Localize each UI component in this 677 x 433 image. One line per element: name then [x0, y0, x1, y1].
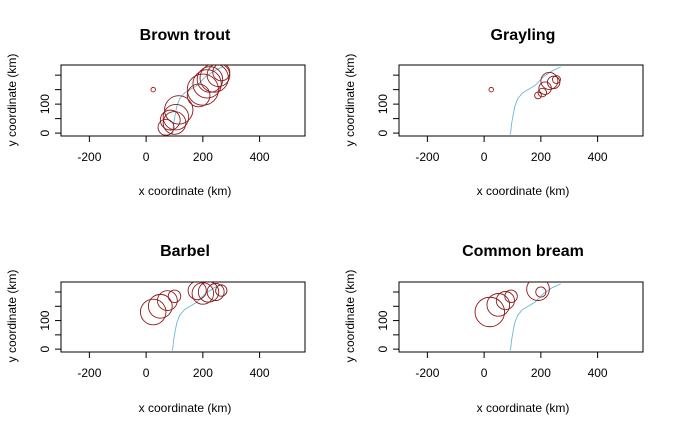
- data-point: [526, 282, 550, 301]
- plot-area: [150, 65, 231, 136]
- data-point: [159, 109, 181, 131]
- y-axis-label: y coordinate (km): [343, 270, 357, 363]
- x-axis-label: x coordinate (km): [477, 401, 570, 415]
- panel-title: Brown trout: [140, 27, 231, 44]
- data-point: [157, 118, 175, 136]
- data-point: [139, 298, 167, 326]
- panel-title: Barbel: [160, 243, 210, 260]
- river-line: [171, 283, 223, 351]
- data-point: [167, 289, 182, 303]
- data-point: [206, 65, 231, 87]
- x-tick-label: 200: [531, 366, 551, 380]
- river-line: [509, 66, 561, 135]
- data-point: [504, 289, 518, 303]
- x-tick-label: 0: [143, 150, 150, 164]
- x-tick-label: -200: [77, 366, 101, 380]
- plot-area: [474, 282, 561, 351]
- x-tick-label: 200: [531, 150, 551, 164]
- x-tick-label: -200: [415, 150, 439, 164]
- y-tick-label: 0: [38, 345, 52, 352]
- y-tick-label: 0: [376, 129, 390, 136]
- x-tick-label: 0: [143, 366, 150, 380]
- data-point: [206, 283, 225, 301]
- data-point: [212, 65, 231, 82]
- plot-area: [488, 66, 561, 135]
- data-point: [215, 284, 228, 297]
- data-point: [537, 87, 547, 98]
- x-tick-label: 200: [193, 366, 213, 380]
- data-point: [186, 73, 219, 106]
- data-point: [535, 286, 547, 298]
- data-point: [157, 290, 178, 311]
- x-tick-label: 400: [588, 366, 608, 380]
- x-tick-label: 200: [193, 150, 213, 164]
- x-tick-label: 0: [481, 366, 488, 380]
- data-point: [147, 293, 173, 319]
- y-axis-label: y coordinate (km): [5, 270, 19, 363]
- x-tick-label: -200: [77, 150, 101, 164]
- x-tick-label: 400: [250, 366, 270, 380]
- data-point: [164, 95, 194, 125]
- data-point: [552, 75, 561, 84]
- data-point: [186, 83, 211, 108]
- y-tick-label: 100: [38, 94, 52, 114]
- data-point: [150, 86, 156, 93]
- data-point: [187, 282, 207, 301]
- x-axis-label: x coordinate (km): [139, 184, 232, 198]
- panel-common-bream: Common bream x coordinate (km) y coordin…: [343, 243, 644, 415]
- x-tick-label: 400: [250, 150, 270, 164]
- data-point: [488, 86, 494, 93]
- y-tick-label: 0: [38, 129, 52, 136]
- x-tick-label: 0: [481, 150, 488, 164]
- data-point: [495, 291, 515, 311]
- data-point: [192, 69, 222, 99]
- plot-frame: [398, 64, 644, 137]
- x-tick-label: 400: [588, 150, 608, 164]
- x-axis-label: x coordinate (km): [477, 184, 570, 198]
- river-line: [509, 283, 561, 351]
- y-tick-label: 100: [376, 310, 390, 330]
- y-tick-label: 0: [376, 345, 390, 352]
- panel-title: Common bream: [462, 243, 584, 260]
- plot-area: [139, 282, 228, 351]
- panel-brown-trout: Brown trout x coordinate (km) y coordina…: [5, 27, 306, 198]
- panel-barbel: Barbel x coordinate (km) y coordinate (k…: [5, 243, 306, 415]
- x-axis-label: x coordinate (km): [139, 401, 232, 415]
- data-point: [199, 65, 229, 93]
- plot-frame: [60, 64, 306, 137]
- plot-frame: [60, 281, 306, 353]
- data-point: [162, 111, 187, 135]
- y-axis-label: y coordinate (km): [343, 54, 357, 147]
- data-point: [196, 66, 224, 93]
- x-tick-label: -200: [415, 366, 439, 380]
- data-point: [540, 71, 559, 90]
- data-point: [162, 103, 190, 131]
- y-tick-label: 100: [376, 94, 390, 114]
- y-tick-label: 100: [38, 310, 52, 330]
- data-point: [191, 282, 215, 305]
- panel-grayling: Grayling x coordinate (km) y coordinate …: [343, 27, 644, 198]
- data-point: [486, 293, 511, 317]
- data-point: [197, 282, 220, 303]
- y-axis-label: y coordinate (km): [5, 54, 19, 147]
- panel-title: Grayling: [491, 27, 556, 44]
- plot-frame: [398, 281, 644, 353]
